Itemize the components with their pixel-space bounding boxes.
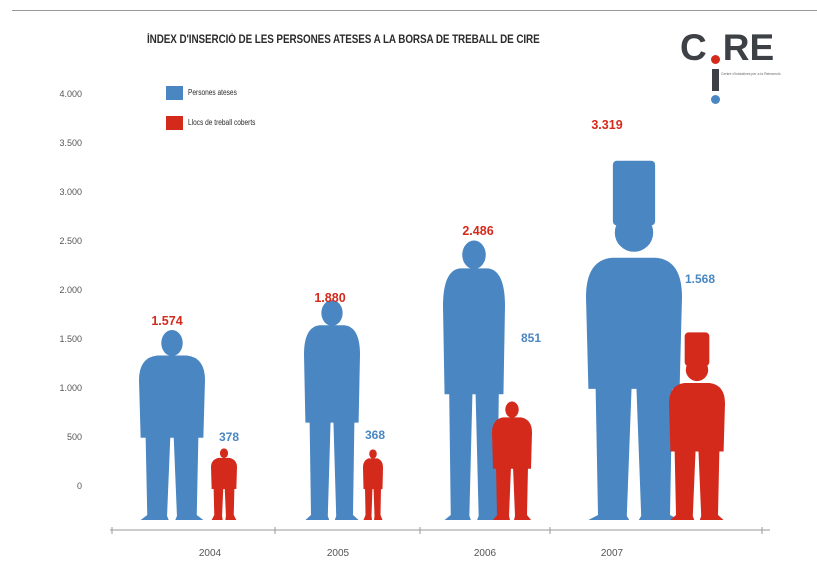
persones-ateses-figure-2007-torso <box>586 257 682 389</box>
x-tick-label: 2006 <box>474 548 497 559</box>
persones-ateses-figure-2005-head <box>321 300 343 326</box>
llocs-coberts-figure-2006 <box>492 401 532 520</box>
llocs-coberts-figure-2007-left-leg <box>670 449 696 520</box>
persones-ateses-figure-2007-right-leg <box>636 386 680 520</box>
logo-subtitle: Centre d'Iniciatives per a la Reinserció <box>721 72 781 76</box>
persones-ateses-figure-2006-head <box>462 240 486 270</box>
llocs-coberts-figure-2005-torso <box>363 458 383 490</box>
llocs-coberts-figure-2007 <box>669 332 725 520</box>
persones-ateses-value-label: 1.574 <box>151 314 182 328</box>
persones-ateses-figure-2005-left-leg <box>305 420 331 520</box>
persones-ateses-figure-2007-hat <box>612 160 656 226</box>
persones-ateses-figure-2005 <box>304 300 360 520</box>
persones-ateses-figure-2004-left-leg <box>140 435 171 520</box>
legend-swatch-persones <box>166 86 183 100</box>
y-tick-label: 1.000 <box>59 383 82 393</box>
y-tick-label: 4.000 <box>59 89 82 99</box>
llocs-coberts-value-label: 851 <box>521 331 541 345</box>
llocs-coberts-figure-2005-right-leg <box>373 487 383 520</box>
llocs-coberts-figure-2004-torso <box>211 457 237 489</box>
persones-ateses-value-label: 3.319 <box>591 118 622 132</box>
llocs-coberts-figure-2006-torso <box>492 417 532 469</box>
llocs-coberts-figure-2004-head <box>219 448 229 459</box>
llocs-coberts-figure-2005-left-leg <box>363 487 373 520</box>
llocs-coberts-figure-2005 <box>363 449 383 520</box>
marks-layer <box>139 160 725 520</box>
persones-ateses-value-label: 2.486 <box>462 224 493 238</box>
logo-dot-icon <box>710 55 720 64</box>
persones-ateses-figure-2004-right-leg <box>173 435 204 520</box>
persones-ateses-figure-2007-head <box>614 213 654 252</box>
llocs-coberts-figure-2007-head <box>685 358 709 382</box>
llocs-coberts-figure-2004-left-leg <box>211 486 224 520</box>
persones-ateses-figure-2004 <box>139 330 205 520</box>
legend-label-llocs: Llocs de treball coberts <box>188 118 256 127</box>
llocs-coberts-figure-2004 <box>211 448 237 520</box>
x-tick-label: 2004 <box>199 548 222 559</box>
llocs-coberts-figure-2006-head <box>505 401 519 418</box>
y-tick-label: 0 <box>77 481 82 491</box>
y-tick-label: 3.500 <box>59 138 82 148</box>
llocs-coberts-figure-2006-right-leg <box>513 466 531 520</box>
labels-layer: 1.574 1.880 2.486 3.319 378 368 851 1.568 <box>151 118 715 444</box>
cire-logo: C RE Centre d'Iniciatives per a la Reins… <box>680 27 800 104</box>
x-tick-label: 2005 <box>327 548 350 559</box>
x-tick-label: 2007 <box>601 548 624 559</box>
persones-ateses-figure-2006-left-leg <box>444 392 473 520</box>
chart-title: ÍNDEX D'INSERCIÓ DE LES PERSONES ATESES … <box>147 34 540 46</box>
logo-i-stem <box>711 69 719 91</box>
y-tick-label: 1.500 <box>59 334 82 344</box>
persones-ateses-figure-2007-left-leg <box>588 386 632 520</box>
logo-dot-blue-icon <box>710 95 720 104</box>
legend-label-persones: Persones ateses <box>188 88 237 97</box>
legend-swatch-llocs <box>166 116 183 130</box>
logo-letter-c: C <box>680 27 707 68</box>
y-tick-label: 3.000 <box>59 187 82 197</box>
llocs-coberts-figure-2007-hat <box>684 332 710 367</box>
persones-ateses-figure-2005-right-leg <box>333 420 359 520</box>
logo-wordmark: C RE <box>680 27 775 104</box>
logo-letters-re: RE <box>722 27 775 68</box>
persones-ateses-figure-2007 <box>586 160 682 520</box>
llocs-coberts-value-label: 368 <box>365 428 385 442</box>
llocs-coberts-figure-2005-head <box>369 449 377 459</box>
persones-ateses-figure-2005-torso <box>304 325 360 423</box>
llocs-coberts-value-label: 378 <box>219 430 239 444</box>
y-tick-label: 2.000 <box>59 285 82 295</box>
top-rule <box>12 10 817 11</box>
persones-ateses-value-label: 1.880 <box>314 291 345 305</box>
persones-ateses-figure-2004-torso <box>139 355 205 438</box>
llocs-coberts-figure-2004-right-leg <box>224 486 237 520</box>
persones-ateses-figure-2006 <box>443 240 505 520</box>
llocs-coberts-figure-2007-right-leg <box>698 449 724 520</box>
y-tick-label: 2.500 <box>59 236 82 246</box>
persones-ateses-figure-2004-head <box>161 330 183 357</box>
llocs-coberts-figure-2007-torso <box>669 383 725 452</box>
axis-layer: 0 500 1.000 1.500 2.000 2.500 3.000 3.500 4.000 2… <box>59 89 770 559</box>
llocs-coberts-value-label: 1.568 <box>685 272 715 286</box>
llocs-coberts-figure-2006-left-leg <box>493 466 511 520</box>
persones-ateses-figure-2006-torso <box>443 268 505 395</box>
y-tick-label: 500 <box>67 432 82 442</box>
